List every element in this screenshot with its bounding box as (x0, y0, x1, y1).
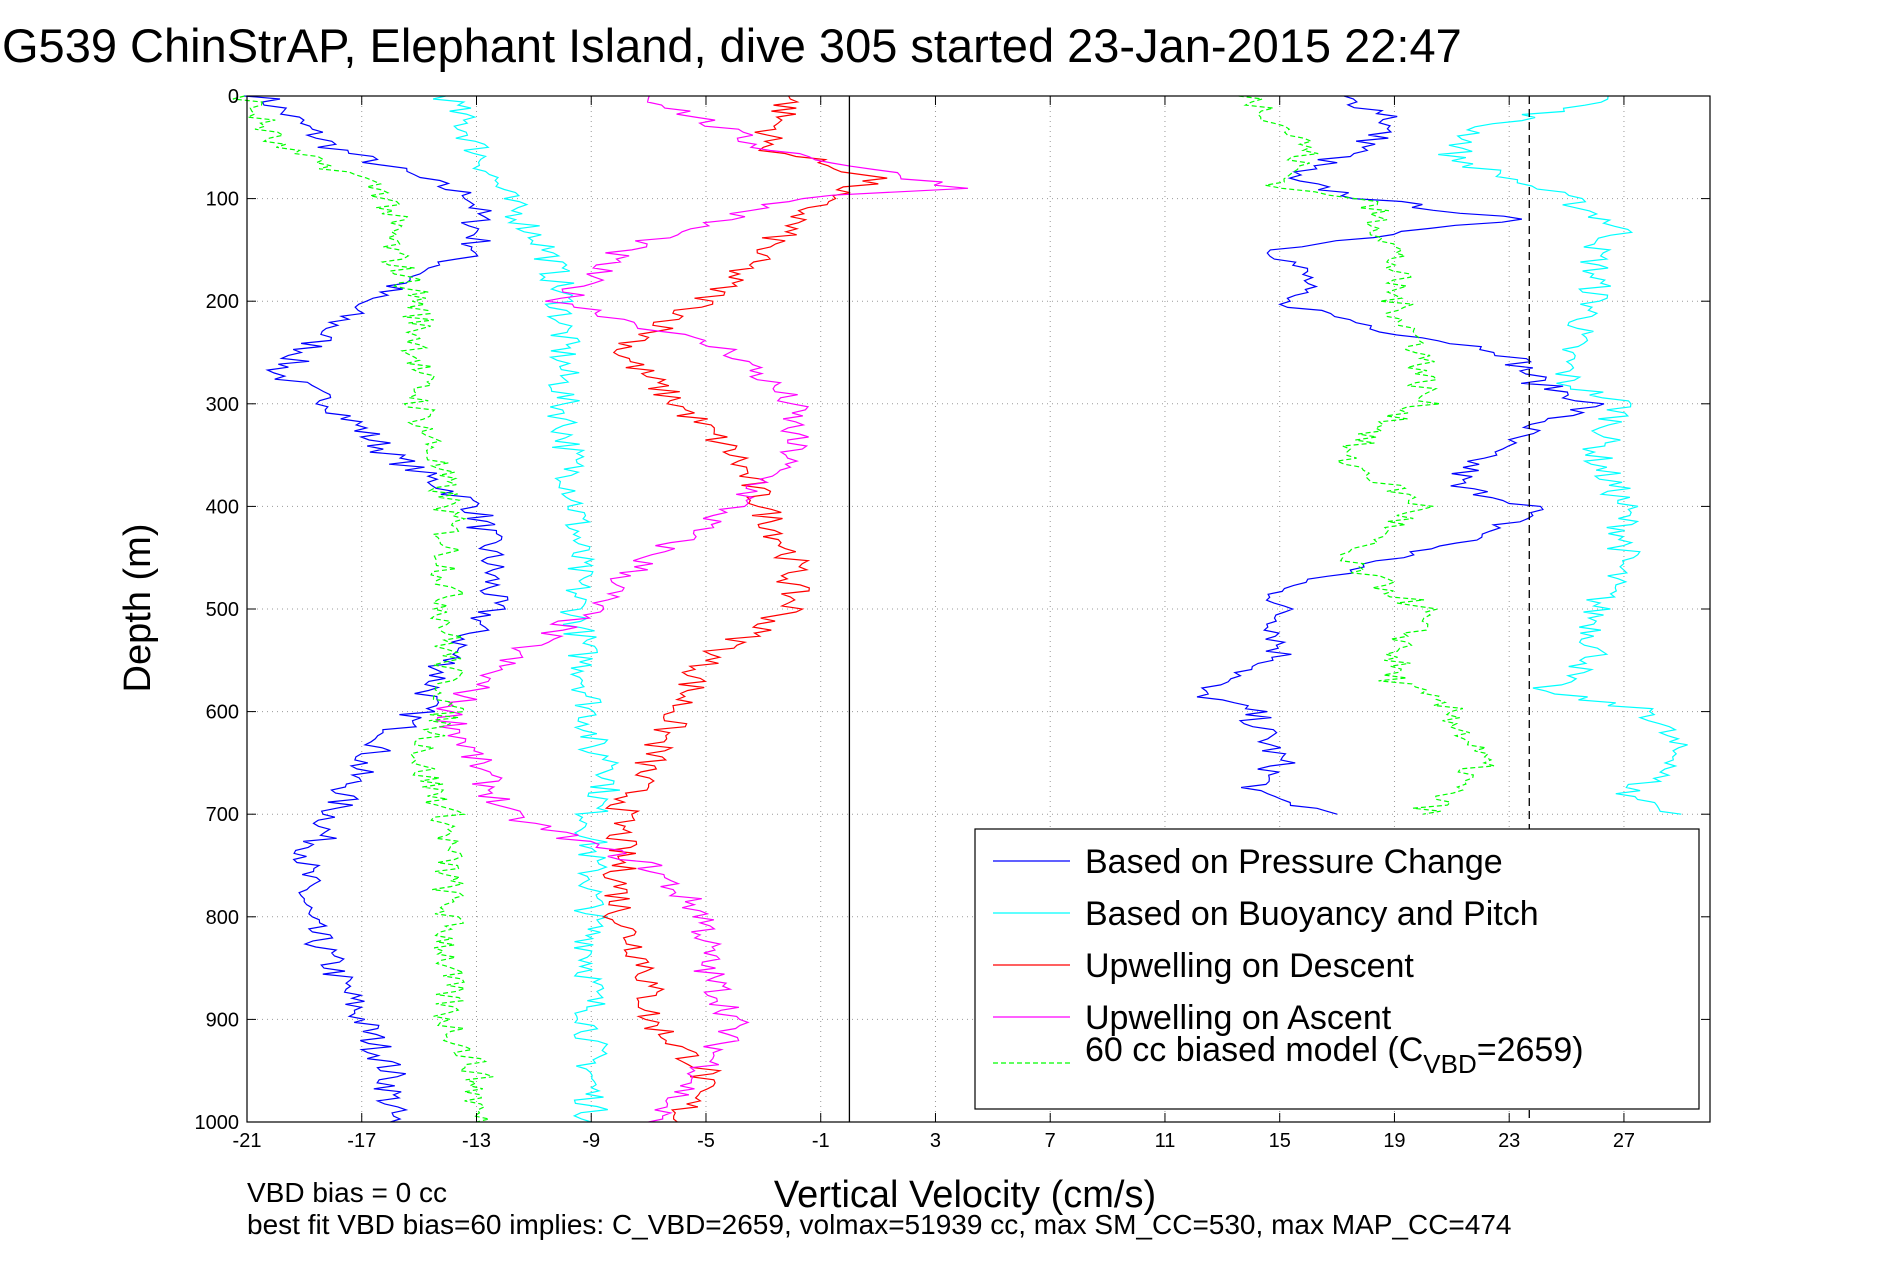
series-line-buoyancy (432, 95, 620, 1123)
x-axis-label: Vertical Velocity (cm/s) (774, 1174, 1156, 1216)
legend-label-pressure: Based on Pressure Change (1085, 843, 1503, 881)
y-tick-label: 0 (228, 86, 239, 108)
series-line-model (1238, 95, 1495, 815)
series-line-descent (602, 95, 888, 1123)
x-tick-label: 3 (930, 1130, 941, 1152)
x-tick-label: -9 (582, 1130, 600, 1152)
axes: -21 -17 -13 -9 -5 -1 3 7 11 15 19 23 270100200300400… (195, 86, 1711, 1152)
x-tick-label: 15 (1269, 1130, 1291, 1152)
y-tick-label: 800 (206, 907, 239, 929)
x-tick-label: -21 (233, 1130, 262, 1152)
y-tick-label: 700 (206, 804, 239, 826)
legend-label-descent: Upwelling on Descent (1085, 947, 1414, 985)
y-tick-label: 600 (206, 702, 239, 724)
x-tick-label: -1 (812, 1130, 830, 1152)
y-tick-label: 900 (206, 1009, 239, 1031)
footer-vbd-bias: VBD bias = 0 cc (247, 1177, 447, 1208)
legend-label-buoyancy: Based on Buoyancy and Pitch (1085, 895, 1539, 933)
y-tick-label: 400 (206, 496, 239, 518)
y-tick-label: 500 (206, 599, 239, 621)
x-tick-label: 7 (1045, 1130, 1056, 1152)
series-layer (232, 95, 1688, 1123)
y-axis-label: Depth (m) (117, 524, 159, 693)
series-line-pressure (1196, 95, 1605, 815)
series-line-buoyancy (1438, 95, 1688, 815)
y-tick-label: 1000 (195, 1112, 240, 1134)
legend-label-model: 60 cc biased model (CVBD=2659) (1085, 1031, 1584, 1079)
legend: Based on Pressure Change Based on Buoyanc… (974, 828, 1700, 1110)
series-line-model (232, 95, 494, 1123)
legend-box (974, 828, 1700, 1110)
y-tick-label: 300 (206, 394, 239, 416)
series-line-ascent (436, 95, 969, 1123)
y-tick-label: 100 (206, 189, 239, 211)
x-tick-label: -17 (347, 1130, 376, 1152)
y-tick-label: 200 (206, 291, 239, 313)
x-tick-label: 19 (1383, 1130, 1405, 1152)
x-tick-label: -13 (462, 1130, 491, 1152)
footer-best-fit: best fit VBD bias=60 implies: C_VBD=2659… (247, 1209, 1512, 1240)
x-tick-label: 27 (1613, 1130, 1635, 1152)
x-tick-label: 11 (1155, 1130, 1176, 1152)
chart-title: G539 ChinStrAP, Elephant Island, dive 30… (2, 19, 1462, 72)
x-tick-label: -5 (697, 1130, 715, 1152)
x-tick-label: 23 (1498, 1130, 1520, 1152)
series-line-pressure (244, 95, 509, 1123)
legend-label-ascent: Upwelling on Ascent (1085, 999, 1392, 1037)
